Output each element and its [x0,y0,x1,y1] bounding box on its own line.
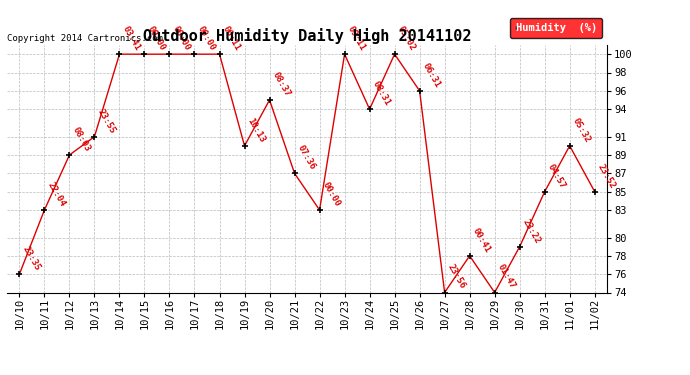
Text: 10:13: 10:13 [246,116,267,144]
Text: 00:00: 00:00 [321,180,342,208]
Text: 08:37: 08:37 [270,70,292,98]
Text: 00:00: 00:00 [196,24,217,52]
Legend: Humidity  (%): Humidity (%) [511,18,602,39]
Text: 23:22: 23:22 [521,217,542,245]
Text: 00:11: 00:11 [221,24,242,52]
Text: 00:00: 00:00 [146,24,167,52]
Text: 23:55: 23:55 [96,107,117,135]
Text: 23:35: 23:35 [21,244,42,272]
Text: 04:57: 04:57 [546,162,567,190]
Text: 03:41: 03:41 [121,24,142,52]
Text: 05:32: 05:32 [571,116,592,144]
Text: Copyright 2014 Cartronics.com: Copyright 2014 Cartronics.com [7,33,163,42]
Text: 01:47: 01:47 [496,263,517,291]
Text: 05:02: 05:02 [396,24,417,52]
Text: 07:36: 07:36 [296,144,317,171]
Text: 06:31: 06:31 [421,61,442,89]
Text: 08:03: 08:03 [70,125,92,153]
Text: 22:04: 22:04 [46,180,67,208]
Text: 00:00: 00:00 [170,24,192,52]
Text: 00:41: 00:41 [471,226,492,254]
Title: Outdoor Humidity Daily High 20141102: Outdoor Humidity Daily High 20141102 [143,28,471,44]
Text: 23:56: 23:56 [446,263,467,291]
Text: 23:52: 23:52 [596,162,617,190]
Text: 09:11: 09:11 [346,24,367,52]
Text: 08:31: 08:31 [371,80,392,107]
